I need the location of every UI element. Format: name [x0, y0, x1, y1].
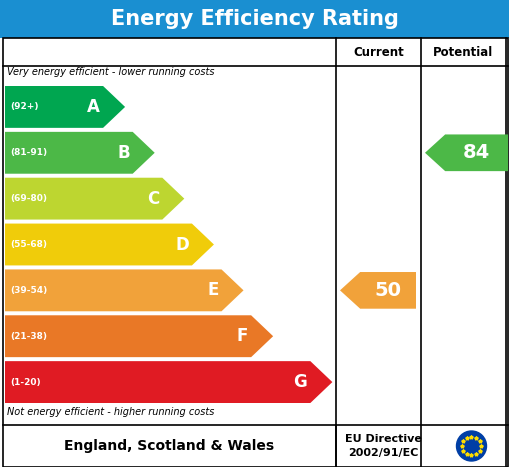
- Text: Very energy efficient - lower running costs: Very energy efficient - lower running co…: [7, 67, 214, 77]
- Text: (69-80): (69-80): [10, 194, 47, 203]
- Text: F: F: [237, 327, 248, 345]
- Text: (1-20): (1-20): [10, 378, 41, 387]
- Text: Not energy efficient - higher running costs: Not energy efficient - higher running co…: [7, 407, 214, 417]
- Polygon shape: [425, 134, 508, 171]
- Text: A: A: [87, 98, 100, 116]
- Polygon shape: [5, 315, 273, 357]
- Text: Current: Current: [353, 45, 404, 58]
- Polygon shape: [5, 132, 155, 174]
- Text: E: E: [207, 281, 218, 299]
- Text: G: G: [294, 373, 307, 391]
- Text: 50: 50: [375, 281, 402, 300]
- Bar: [0, 0, 509, 38]
- Text: Potential: Potential: [433, 45, 494, 58]
- Text: (55-68): (55-68): [10, 240, 47, 249]
- Circle shape: [457, 431, 487, 461]
- Polygon shape: [5, 86, 125, 128]
- Text: D: D: [175, 235, 189, 254]
- Text: Energy Efficiency Rating: Energy Efficiency Rating: [110, 9, 399, 29]
- Text: (39-54): (39-54): [10, 286, 47, 295]
- Polygon shape: [5, 178, 184, 219]
- Text: (81-91): (81-91): [10, 149, 47, 157]
- Polygon shape: [5, 361, 332, 403]
- Text: C: C: [147, 190, 159, 208]
- Text: 84: 84: [463, 143, 490, 163]
- Polygon shape: [340, 272, 416, 309]
- Polygon shape: [5, 224, 214, 265]
- Text: (92+): (92+): [10, 102, 39, 112]
- Polygon shape: [5, 269, 243, 311]
- Text: England, Scotland & Wales: England, Scotland & Wales: [65, 439, 274, 453]
- Text: B: B: [117, 144, 130, 162]
- Text: EU Directive
2002/91/EC: EU Directive 2002/91/EC: [345, 434, 422, 458]
- Text: (21-38): (21-38): [10, 332, 47, 341]
